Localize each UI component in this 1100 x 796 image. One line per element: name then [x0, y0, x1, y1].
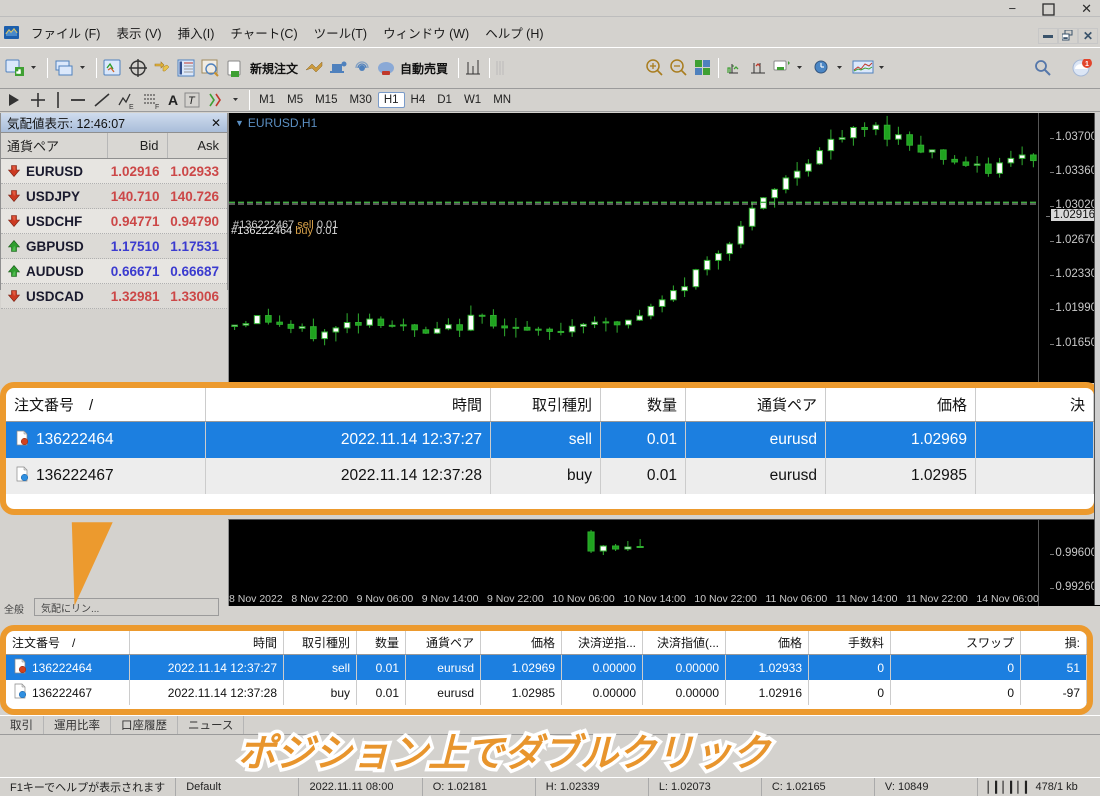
svg-text:E: E [129, 104, 134, 110]
svg-text:F: F [155, 104, 159, 110]
svg-text:1: 1 [1085, 61, 1089, 68]
svg-text:T: T [188, 95, 196, 107]
